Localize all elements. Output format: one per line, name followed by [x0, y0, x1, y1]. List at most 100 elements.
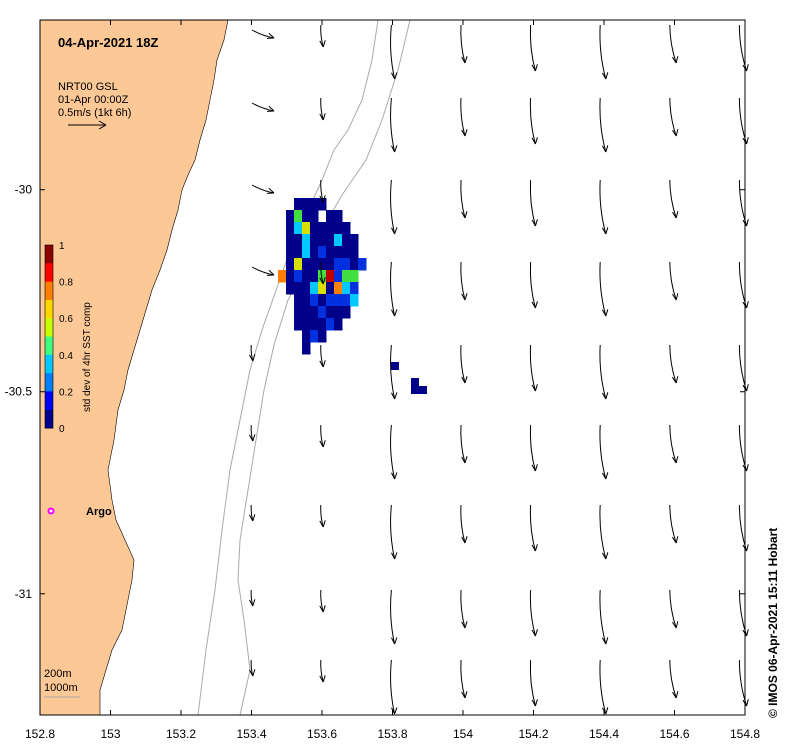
current-arrow	[599, 97, 609, 153]
current-arrow	[319, 424, 326, 448]
current-arrow	[529, 589, 538, 637]
current-arrow	[738, 659, 749, 707]
colorbar-title: std dev of 4hr SST comp	[82, 302, 93, 412]
y-tick-label: -31	[15, 587, 33, 601]
current-arrow	[529, 659, 538, 707]
current-arrow	[529, 179, 538, 227]
colorbar-segment	[45, 299, 53, 319]
current-arrow	[669, 589, 679, 629]
current-arrow	[738, 424, 749, 472]
colorbar-segment	[45, 391, 53, 411]
x-tick-label: 154	[453, 727, 473, 741]
current-arrow	[319, 504, 326, 528]
current-vectors	[249, 24, 749, 715]
axis-ticks: 152.8 153 153.2 153.4 153.6 153.8 154 154.2 154.…	[5, 20, 760, 741]
scale-arrow-icon	[68, 120, 107, 130]
colorbar-segment	[45, 281, 53, 301]
current-arrow	[669, 504, 679, 544]
map-title: 04-Apr-2021 18Z	[58, 35, 158, 50]
current-arrow	[460, 424, 468, 464]
current-arrow	[460, 344, 468, 384]
x-tick-label: 154.6	[659, 727, 689, 741]
current-arrow	[390, 179, 398, 235]
argo-label: Argo	[86, 506, 112, 518]
colorbar: 0 0.2 0.4 0.6 0.8 1	[44, 241, 73, 435]
current-arrow	[460, 261, 468, 301]
depth-1000m-label: 1000m	[44, 682, 78, 694]
sst-anomaly-patch	[278, 198, 427, 394]
current-arrow	[390, 97, 398, 153]
current-arrow	[669, 179, 679, 219]
current-arrow	[669, 659, 679, 699]
current-arrow	[738, 504, 749, 552]
current-arrow	[319, 589, 326, 613]
current-arrow	[251, 184, 275, 194]
current-arrow	[738, 589, 749, 637]
x-tick-label: 153.8	[377, 727, 407, 741]
current-arrow	[249, 504, 256, 522]
colorbar-segment	[45, 245, 53, 264]
current-arrow	[390, 424, 398, 480]
current-arrow	[251, 29, 275, 39]
current-arrow	[460, 179, 468, 219]
current-arrow	[599, 344, 609, 400]
current-arrow	[319, 24, 326, 48]
current-arrow	[599, 24, 609, 80]
x-tick-label: 152.8	[25, 727, 55, 741]
credit-text: © IMOS 06-Apr-2021 15:11 Hobart	[766, 528, 780, 718]
colorbar-segment	[45, 336, 53, 356]
current-arrow	[669, 344, 679, 384]
current-arrow	[390, 344, 398, 400]
colorbar-tick-label: 0.4	[59, 351, 73, 362]
current-arrow	[249, 424, 256, 442]
colorbar-tick-label: 0.6	[59, 314, 73, 325]
current-arrow	[249, 589, 256, 607]
y-tick-label: -30	[15, 183, 33, 197]
current-arrow	[599, 424, 609, 480]
current-arrow	[319, 344, 326, 368]
current-arrow	[669, 97, 679, 137]
current-arrow	[249, 344, 256, 362]
current-arrow	[738, 261, 749, 309]
current-arrow	[529, 261, 538, 309]
current-arrow	[599, 179, 609, 235]
colorbar-segment	[45, 409, 53, 429]
colorbar-tick-label: 0.8	[59, 278, 73, 289]
current-arrow	[738, 24, 749, 72]
current-arrow	[669, 424, 679, 464]
current-arrow	[599, 504, 609, 560]
colorbar-segment	[45, 354, 53, 374]
current-arrow	[249, 659, 256, 677]
x-tick-label: 153.2	[166, 727, 196, 741]
x-tick-label: 154.2	[518, 727, 548, 741]
current-arrow	[460, 504, 468, 544]
current-arrow	[529, 504, 538, 552]
current-arrow	[390, 24, 398, 80]
argo-float-icon	[47, 507, 55, 515]
x-tick-label: 153	[100, 727, 120, 741]
current-arrow	[669, 261, 679, 301]
current-arrow	[319, 179, 326, 203]
current-arrow	[599, 589, 609, 645]
contour-200m	[197, 19, 379, 716]
current-arrow	[319, 97, 326, 121]
current-arrow	[738, 179, 749, 227]
colorbar-segment	[45, 263, 53, 283]
current-arrow	[599, 261, 609, 317]
current-time-label: 01-Apr 00:00Z	[58, 94, 129, 106]
current-arrow	[529, 344, 538, 392]
colorbar-segment	[45, 373, 53, 392]
colorbar-tick-label: 1	[59, 241, 65, 252]
current-arrow	[390, 659, 398, 715]
current-arrow	[460, 24, 468, 64]
current-arrow	[251, 102, 275, 112]
x-tick-label: 153.4	[236, 727, 266, 741]
depth-200m-label: 200m	[44, 668, 72, 680]
current-arrow	[460, 589, 468, 629]
colorbar-tick-label: 0	[59, 424, 65, 435]
current-arrow	[738, 344, 749, 392]
current-arrow	[669, 24, 679, 64]
current-arrow	[390, 589, 398, 645]
current-arrow	[319, 261, 326, 285]
current-arrow	[251, 266, 275, 276]
